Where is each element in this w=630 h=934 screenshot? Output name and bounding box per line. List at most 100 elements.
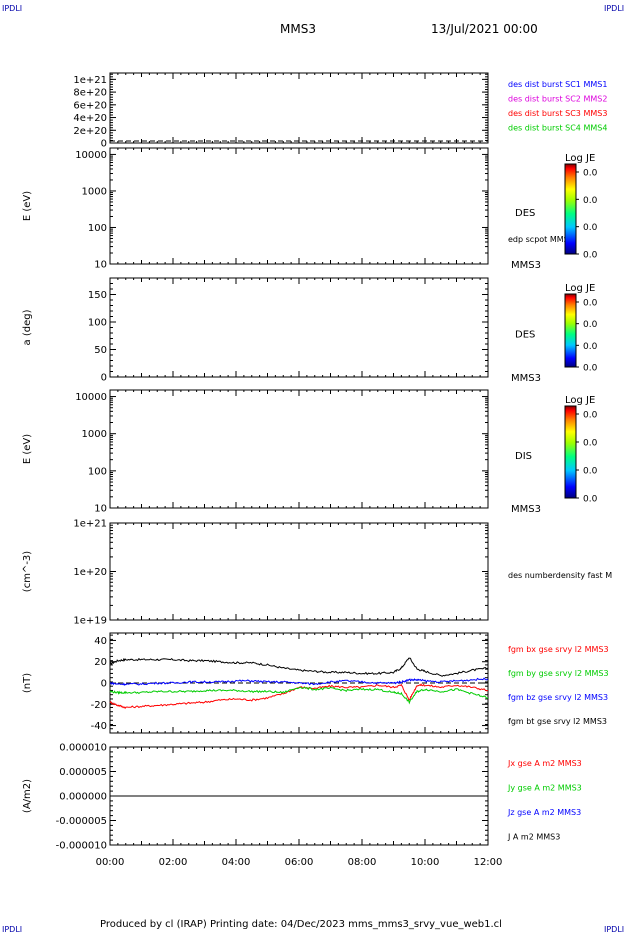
y-tick-label: 40: [94, 636, 107, 647]
y-tick-label: 0.000005: [59, 767, 107, 778]
colorbar-tick-label: 0.0: [583, 495, 598, 505]
colorbar-tick-label: 0.0: [583, 411, 598, 421]
y-axis-label-1: E (eV): [22, 191, 33, 221]
y-minor-ticks-0: [110, 73, 488, 144]
scpot-label: edp scpot MMS3: [508, 235, 574, 244]
panel-time-ticks-1: [109, 148, 489, 264]
y-tick-label: 150: [88, 290, 107, 301]
y-tick-label: 4e+20: [73, 113, 107, 124]
y-tick-label: 1e+19: [73, 616, 107, 627]
series-line-black: [109, 657, 489, 677]
colorbar-title-3: Log JE: [565, 395, 595, 406]
panel-time-ticks-6: [109, 747, 489, 845]
panel-time-ticks-4: [109, 523, 489, 620]
panel-time-ticks-2: [109, 278, 489, 377]
legend-entry-3: des dist burst SC4 MMS4: [508, 124, 607, 133]
y-tick-label: 0: [101, 679, 107, 690]
y-tick-label: 0.000010: [59, 743, 107, 754]
y-tick-label: 1e+20: [73, 567, 107, 578]
colorbar-tick-label: 0.0: [583, 342, 598, 352]
colorbar-title-1: Log JE: [565, 153, 595, 164]
y-minor-ticks-5: [110, 634, 488, 734]
colorbar-3: [564, 405, 577, 499]
legend-entry-2: des dist burst SC3 MMS3: [508, 109, 607, 118]
y-tick-label: 50: [94, 345, 107, 356]
current-legend-3: J A m2 MMS3: [507, 833, 560, 842]
y-tick-label: 8e+20: [73, 88, 107, 99]
series-line-blue: [110, 677, 489, 686]
y-minor-ticks-1: [110, 155, 488, 254]
density-legend: des numberdensity fast M: [508, 571, 612, 580]
spacecraft-title: MMS3: [280, 22, 316, 36]
spacecraft-label-1: MMS3: [511, 260, 541, 271]
panel-time-ticks-5: [109, 633, 489, 733]
legend-entry-1: des dist burst SC2 MMS2: [508, 95, 607, 104]
y-minor-ticks-3: [110, 397, 488, 498]
y-tick-label: 1000: [82, 429, 107, 440]
y-axis-label-4: (cm^-3): [22, 551, 33, 592]
panel-time-ticks-3: [109, 390, 489, 508]
y-tick-label: 10: [94, 260, 107, 271]
colorbar-tick-label: 0.0: [583, 439, 598, 449]
fgm-legend-0: fgm bx gse srvy l2 MMS3: [508, 645, 609, 654]
y-tick-label: 100: [88, 318, 107, 329]
corner-label-bottom-left: IPDLI: [2, 925, 23, 934]
colorbar-1: [564, 163, 577, 255]
y-minor-ticks-4: [110, 524, 488, 606]
instrument-label-3: DIS: [515, 451, 532, 462]
current-legend-2: Jz gse A m2 MMS3: [507, 808, 581, 817]
y-axis-label-2: a (deg): [22, 309, 33, 345]
x-tick-label: 02:00: [159, 857, 188, 868]
current-legend-0: Jx gse A m2 MMS3: [507, 759, 582, 768]
panel-frame-3: [109, 389, 489, 509]
y-tick-label: 100: [88, 223, 107, 234]
panel-frame-1: [109, 147, 489, 265]
colorbar-tick-label: 0.0: [583, 320, 598, 330]
footer-text: Produced by cl (IRAP) Printing date: 04/…: [100, 919, 502, 930]
x-tick-label: 10:00: [411, 857, 440, 868]
spacecraft-label-3: MMS3: [511, 504, 541, 515]
x-tick-label: 04:00: [222, 857, 251, 868]
colorbar-tick-label: 0.0: [583, 467, 598, 477]
panel-frame-2: [109, 277, 489, 378]
fgm-legend-2: fgm bz gse srvy l2 MMS3: [508, 693, 608, 702]
colorbar-tick-label: 0.0: [583, 196, 598, 206]
fgm-legend-3: fgm bt gse srvy l2 MMS3: [508, 717, 607, 726]
y-tick-label: 1e+21: [73, 519, 107, 530]
colorbar-title-2: Log JE: [565, 283, 595, 294]
colorbar-tick-label: 0.0: [583, 169, 598, 179]
panel-frame-0: [109, 72, 489, 144]
x-tick-label: 12:00: [474, 857, 503, 868]
y-tick-label: 20: [94, 657, 107, 668]
colorbar-tick-label: 0.0: [583, 364, 598, 374]
series-line-green: [109, 686, 489, 705]
y-tick-label: 0.000000: [59, 792, 107, 803]
corner-label-bottom-right: IPDLI: [604, 925, 625, 934]
x-tick-label: 00:00: [96, 857, 125, 868]
y-tick-label: 0: [101, 139, 107, 150]
colorbar-tick-label: 0.0: [583, 223, 598, 233]
y-tick-label: -0.000005: [56, 816, 107, 827]
y-axis-label-3: E (eV): [22, 434, 33, 464]
y-axis-label-6: (A/m2): [22, 779, 33, 813]
y-tick-label: -20: [91, 700, 107, 711]
fgm-legend-1: fgm by gse srvy l2 MMS3: [508, 669, 609, 678]
y-minor-ticks-6: [110, 751, 488, 846]
instrument-label-2: DES: [515, 330, 535, 341]
y-minor-ticks-2: [110, 277, 488, 378]
y-tick-label: -0.000010: [56, 841, 107, 852]
instrument-label-1: DES: [515, 208, 535, 219]
y-tick-label: 1000: [82, 186, 107, 197]
panel-time-ticks-0: [109, 73, 489, 143]
spacecraft-label-2: MMS3: [511, 373, 541, 384]
panel-frame-4: [109, 522, 489, 621]
y-tick-label: 6e+20: [73, 100, 107, 111]
y-tick-label: 0: [101, 373, 107, 384]
y-tick-label: 10000: [75, 150, 107, 161]
y-tick-label: 10000: [75, 392, 107, 403]
x-tick-label: 08:00: [348, 857, 377, 868]
date-title: 13/Jul/2021 00:00: [431, 22, 538, 36]
colorbar-2: [564, 293, 577, 368]
y-tick-label: -40: [91, 721, 107, 732]
